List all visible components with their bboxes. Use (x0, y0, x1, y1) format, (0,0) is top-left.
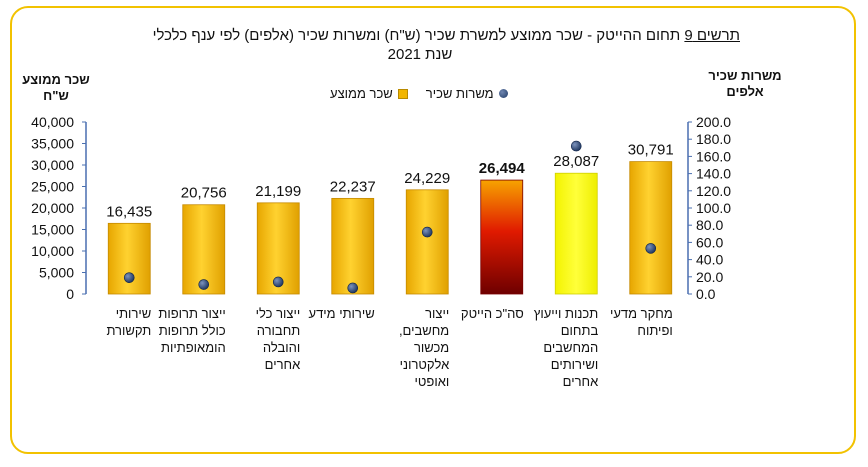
category-label: אחרים (563, 374, 599, 389)
category-label: ושירותים (551, 357, 598, 372)
y-axis-right-title: משרות שכיר אלפים (708, 68, 782, 99)
y-axis-left-tick-label: 25,000 (31, 179, 74, 195)
category-label: סה"כ הייטק (461, 306, 524, 321)
bar-wage (629, 161, 673, 295)
category-label: הומאופתיות (161, 340, 226, 355)
category-label: אלקטרוני (400, 357, 450, 372)
point-jobs (645, 243, 657, 254)
bar-wage (480, 179, 524, 295)
y-axis-right-tick-label: 60.0 (696, 234, 723, 250)
point-jobs (123, 272, 135, 283)
data-label-wage: 24,229 (404, 170, 450, 187)
legend-label-jobs: משרות שכיר (425, 86, 494, 101)
category-label: המחשבים (543, 340, 598, 355)
legend-item-wage: שכר ממוצע (330, 86, 408, 101)
y-axis-left-tick-label: 35,000 (31, 136, 74, 152)
y-axis-right-tick-label: 100.0 (696, 200, 731, 216)
legend: משרות שכיר שכר ממוצע (330, 86, 508, 101)
y-axis-right-tick-label: 200.0 (696, 114, 731, 130)
legend-label-wage: שכר ממוצע (330, 86, 393, 101)
data-label-wage: 26,494 (479, 160, 526, 177)
y-axis-left-title: שכר ממוצע ש"ח (22, 72, 90, 103)
category-label: ואופטי (415, 374, 450, 389)
category-label: אחרים (265, 357, 301, 372)
category-label: מחקר מדעי (610, 306, 673, 321)
category-label: והובלה (263, 340, 300, 355)
y-axis-left-tick-label: 30,000 (31, 157, 74, 173)
category-label: תכנות וייעוץ (534, 306, 598, 321)
chart-frame (10, 6, 856, 454)
point-jobs (347, 282, 359, 294)
legend-square-icon (397, 88, 408, 99)
legend-item-jobs: משרות שכיר (426, 86, 508, 101)
data-label-wage: 16,435 (106, 203, 152, 220)
chart-title-line2: שנת 2021 (387, 46, 453, 63)
chart-title-number: תרשים 9 (684, 27, 740, 44)
y-axis-right-tick-label: 180.0 (696, 131, 731, 147)
point-jobs (421, 226, 433, 238)
category-label: מחשבים, (399, 323, 449, 338)
category-label: תחבורה (257, 323, 301, 338)
y-axis-right-tick-label: 140.0 (696, 166, 731, 182)
category-label: ייצור כלי (256, 306, 301, 321)
point-jobs (570, 140, 582, 152)
category-label: ופיתוח (637, 323, 672, 338)
bar-wage (554, 172, 598, 295)
y-axis-left-tick-label: 0 (66, 286, 74, 302)
data-label-wage: 30,791 (628, 142, 674, 159)
category-label: ייצור (425, 306, 449, 321)
category-label: מכשור (414, 340, 449, 355)
y-axis-right-tick-label: 0.0 (696, 286, 716, 302)
category-label: בתחום (561, 323, 599, 338)
category-label: ייצור תרופות (158, 306, 225, 321)
chart-title: תרשים 9 תחום ההייטק - שכר ממוצע למשרת שכ… (100, 26, 740, 64)
y-axis-left-tick-label: 15,000 (31, 222, 74, 238)
data-label-wage: 28,087 (553, 153, 599, 170)
point-jobs (198, 279, 210, 290)
category-label: שירותי מידע (309, 306, 375, 321)
data-label-wage: 22,237 (330, 178, 376, 195)
bar-wage (405, 189, 449, 295)
data-label-wage: 20,756 (181, 185, 227, 202)
y-axis-right-tick-label: 160.0 (696, 148, 731, 164)
y-axis-right-tick-label: 80.0 (696, 217, 723, 233)
y-axis-right-tick-label: 40.0 (696, 252, 723, 268)
bar-wage (331, 197, 375, 295)
legend-dot-icon (498, 89, 508, 98)
y-axis-left-tick-label: 20,000 (31, 200, 74, 216)
category-label: תקשורת (106, 323, 151, 338)
y-axis-right-tick-label: 120.0 (696, 183, 731, 199)
y-axis-left-tick-label: 40,000 (31, 114, 74, 130)
chart-title-line1: תחום ההייטק - שכר ממוצע למשרת שכיר (ש"ח)… (152, 27, 685, 44)
bar-wage (107, 222, 151, 295)
category-label: שירותי (116, 306, 152, 321)
y-axis-left-tick-label: 5,000 (39, 265, 74, 281)
y-axis-left-tick-label: 10,000 (31, 243, 74, 259)
category-label: כולל תרופות (159, 323, 226, 338)
bar-wage (182, 204, 226, 295)
point-jobs (272, 276, 284, 288)
data-label-wage: 21,199 (255, 183, 301, 200)
y-axis-right-tick-label: 20.0 (696, 269, 723, 285)
